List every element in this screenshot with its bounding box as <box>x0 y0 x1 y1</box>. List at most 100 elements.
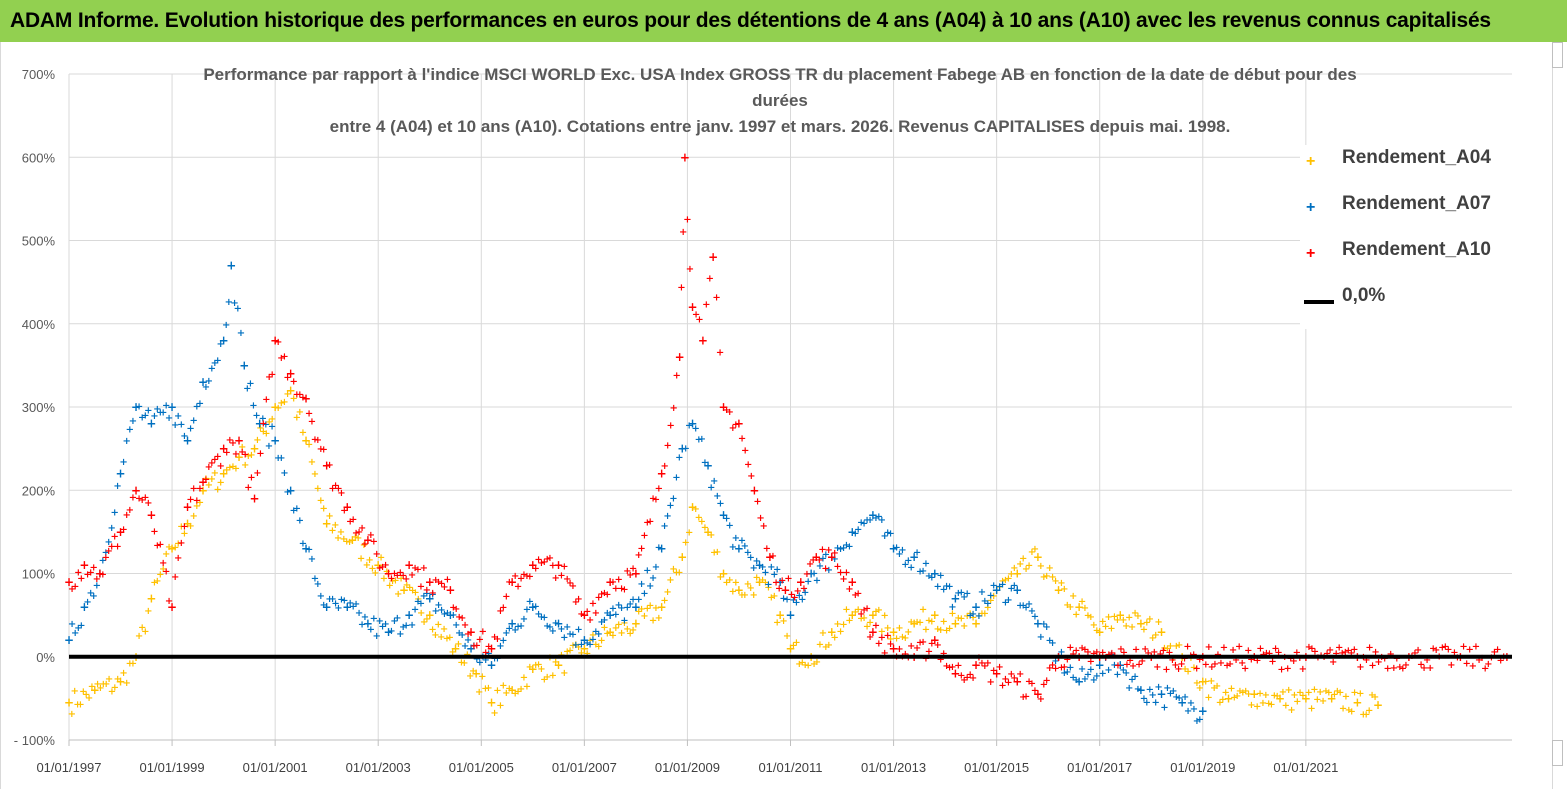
resize-handle-top-right[interactable] <box>1552 42 1563 68</box>
scatter-mark-Rendement_A04: + <box>851 607 859 618</box>
scatter-mark-Rendement_A10: + <box>1040 679 1048 690</box>
scatter-mark-Rendement_A07: + <box>836 544 844 555</box>
scatter-mark-Rendement_A10: + <box>455 612 463 623</box>
scatter-mark-Rendement_A10: + <box>1293 648 1301 659</box>
scatter-mark-Rendement_A04: + <box>363 560 371 571</box>
scatter-mark-Rendement_A10: + <box>842 567 850 578</box>
scatter-mark-Rendement_A07: + <box>1140 693 1148 704</box>
scatter-mark-Rendement_A10: + <box>863 604 871 615</box>
scatter-mark-Rendement_A10: + <box>223 448 231 459</box>
scatter-mark-Rendement_A07: + <box>216 339 224 350</box>
scatter-mark-Rendement_A07: + <box>978 587 986 598</box>
scatter-mark-Rendement_A07: + <box>159 408 167 419</box>
scatter-mark-Rendement_A07: + <box>234 304 242 315</box>
scatter-mark-Rendement_A04: + <box>1221 688 1229 699</box>
data-point-Rendement_A07: + <box>909 550 919 564</box>
scatter-mark-Rendement_A10: + <box>1287 653 1295 664</box>
data-point-Rendement_A04: + <box>785 641 795 655</box>
scatter-mark-Rendement_A04: + <box>770 591 778 602</box>
chart-title-line-1: Performance par rapport à l'indice MSCI … <box>203 65 1357 84</box>
scatter-mark-Rendement_A04: + <box>566 645 574 656</box>
scatter-mark-Rendement_A10: + <box>331 480 339 491</box>
x-tick-label: 01/01/1999 <box>140 760 205 775</box>
scatter-mark-Rendement_A10: + <box>913 643 921 654</box>
scatter-mark-Rendement_A10: + <box>417 582 425 593</box>
scatter-mark-Rendement_A10: + <box>1063 654 1071 665</box>
data-point-Rendement_A10: + <box>554 558 564 572</box>
data-point-Rendement_A04: + <box>827 625 837 639</box>
data-point-Rendement_A10: + <box>930 633 940 647</box>
scatter-mark-Rendement_A10: + <box>833 561 841 572</box>
scatter-mark-Rendement_A10: + <box>866 632 874 643</box>
scatter-mark-Rendement_A04: + <box>1333 686 1341 697</box>
scatter-mark-Rendement_A04: + <box>729 586 737 597</box>
scatter-mark-Rendement_A04: + <box>866 617 874 628</box>
data-point-Rendement_A10: + <box>167 600 177 614</box>
scatter-mark-Rendement_A10: + <box>1232 655 1240 666</box>
scatter-mark-Rendement_A10: + <box>995 662 1003 673</box>
resize-handle-bottom-right[interactable] <box>1552 740 1563 766</box>
scatter-mark-Rendement_A07: + <box>246 378 254 389</box>
scatter-mark-Rendement_A07: + <box>331 599 339 610</box>
scatter-mark-Rendement_A10: + <box>1247 655 1255 666</box>
scatter-mark-Rendement_A07: + <box>396 629 404 640</box>
scatter-mark-Rendement_A10: + <box>499 602 507 613</box>
scatter-mark-Rendement_A04: + <box>1128 622 1136 633</box>
scatter-mark-Rendement_A10: + <box>1093 647 1101 658</box>
scatter-mark-Rendement_A07: + <box>770 570 778 581</box>
legend-item-zero: 0,0% <box>1300 283 1520 329</box>
scatter-mark-Rendement_A04: + <box>1181 664 1189 675</box>
scatter-mark-Rendement_A04: + <box>211 468 219 479</box>
scatter-mark-Rendement_A04: + <box>1146 614 1154 625</box>
x-tick-label: 01/01/2017 <box>1067 760 1132 775</box>
chart-title-line-3: entre 4 (A04) et 10 ans (A10). Cotations… <box>329 117 1231 136</box>
scatter-mark-Rendement_A10: + <box>399 571 407 582</box>
scatter-mark-Rendement_A04: + <box>615 620 623 631</box>
data-point-Rendement_A07: + <box>1177 696 1187 710</box>
data-point-Rendement_A10: + <box>383 567 393 581</box>
scatter-mark-Rendement_A10: + <box>1429 643 1437 654</box>
scatter-mark-Rendement_A04: + <box>655 613 663 624</box>
data-point-Rendement_A07: + <box>1012 583 1022 597</box>
scatter-mark-Rendement_A04: + <box>1043 571 1051 582</box>
scatter-mark-Rendement_A04: + <box>1342 692 1350 703</box>
scatter-mark-Rendement_A04: + <box>990 591 998 602</box>
scatter-mark-Rendement_A07: + <box>707 482 715 493</box>
scatter-mark-Rendement_A10: + <box>150 526 158 537</box>
scatter-mark-Rendement_A04: + <box>816 640 824 651</box>
scatter-mark-Rendement_A10: + <box>411 563 419 574</box>
scatter-mark-Rendement_A07: + <box>493 653 501 664</box>
scatter-mark-Rendement_A10: + <box>824 545 832 556</box>
scatter-mark-Rendement_A04: + <box>663 587 671 598</box>
scatter-mark-Rendement_A07: + <box>710 476 718 487</box>
scatter-mark-Rendement_A07: + <box>502 628 510 639</box>
scatter-mark-Rendement_A04: + <box>1122 621 1130 632</box>
scatter-mark-Rendement_A10: + <box>702 300 710 311</box>
scatter-mark-Rendement_A10: + <box>290 377 298 388</box>
scatter-mark-Rendement_A04: + <box>691 504 699 515</box>
scatter-mark-Rendement_A07: + <box>1066 662 1074 673</box>
scatter-mark-Rendement_A10: + <box>895 644 903 655</box>
scatter-mark-Rendement_A04: + <box>202 474 210 485</box>
data-point-Rendement_A10: + <box>363 533 373 547</box>
scatter-mark-Rendement_A04: + <box>265 417 273 428</box>
scatter-mark-Rendement_A10: + <box>635 550 643 561</box>
scatter-mark-Rendement_A04: + <box>123 678 131 689</box>
scatter-mark-Rendement_A10: + <box>790 593 798 604</box>
scatter-mark-Rendement_A04: + <box>478 671 486 682</box>
scatter-mark-Rendement_A07: + <box>549 626 557 637</box>
data-point-Rendement_A10: + <box>198 475 208 489</box>
data-point-Rendement_A10: + <box>579 608 589 622</box>
scatter-mark-Rendement_A07: + <box>666 501 674 512</box>
scatter-mark-Rendement_A10: + <box>299 393 307 404</box>
scatter-mark-Rendement_A10: + <box>1290 656 1298 667</box>
scatter-mark-Rendement_A07: + <box>685 421 693 432</box>
scatter-mark-Rendement_A04: + <box>1350 688 1358 699</box>
scatter-mark-Rendement_A10: + <box>803 569 811 580</box>
scatter-mark-Rendement_A10: + <box>238 447 246 458</box>
scatter-mark-Rendement_A10: + <box>1202 659 1210 670</box>
data-point-Rendement_A10: + <box>301 392 311 406</box>
scatter-mark-Rendement_A04: + <box>998 576 1006 587</box>
data-point-Rendement_A10: + <box>95 567 105 581</box>
scatter-mark-Rendement_A04: + <box>872 606 880 617</box>
